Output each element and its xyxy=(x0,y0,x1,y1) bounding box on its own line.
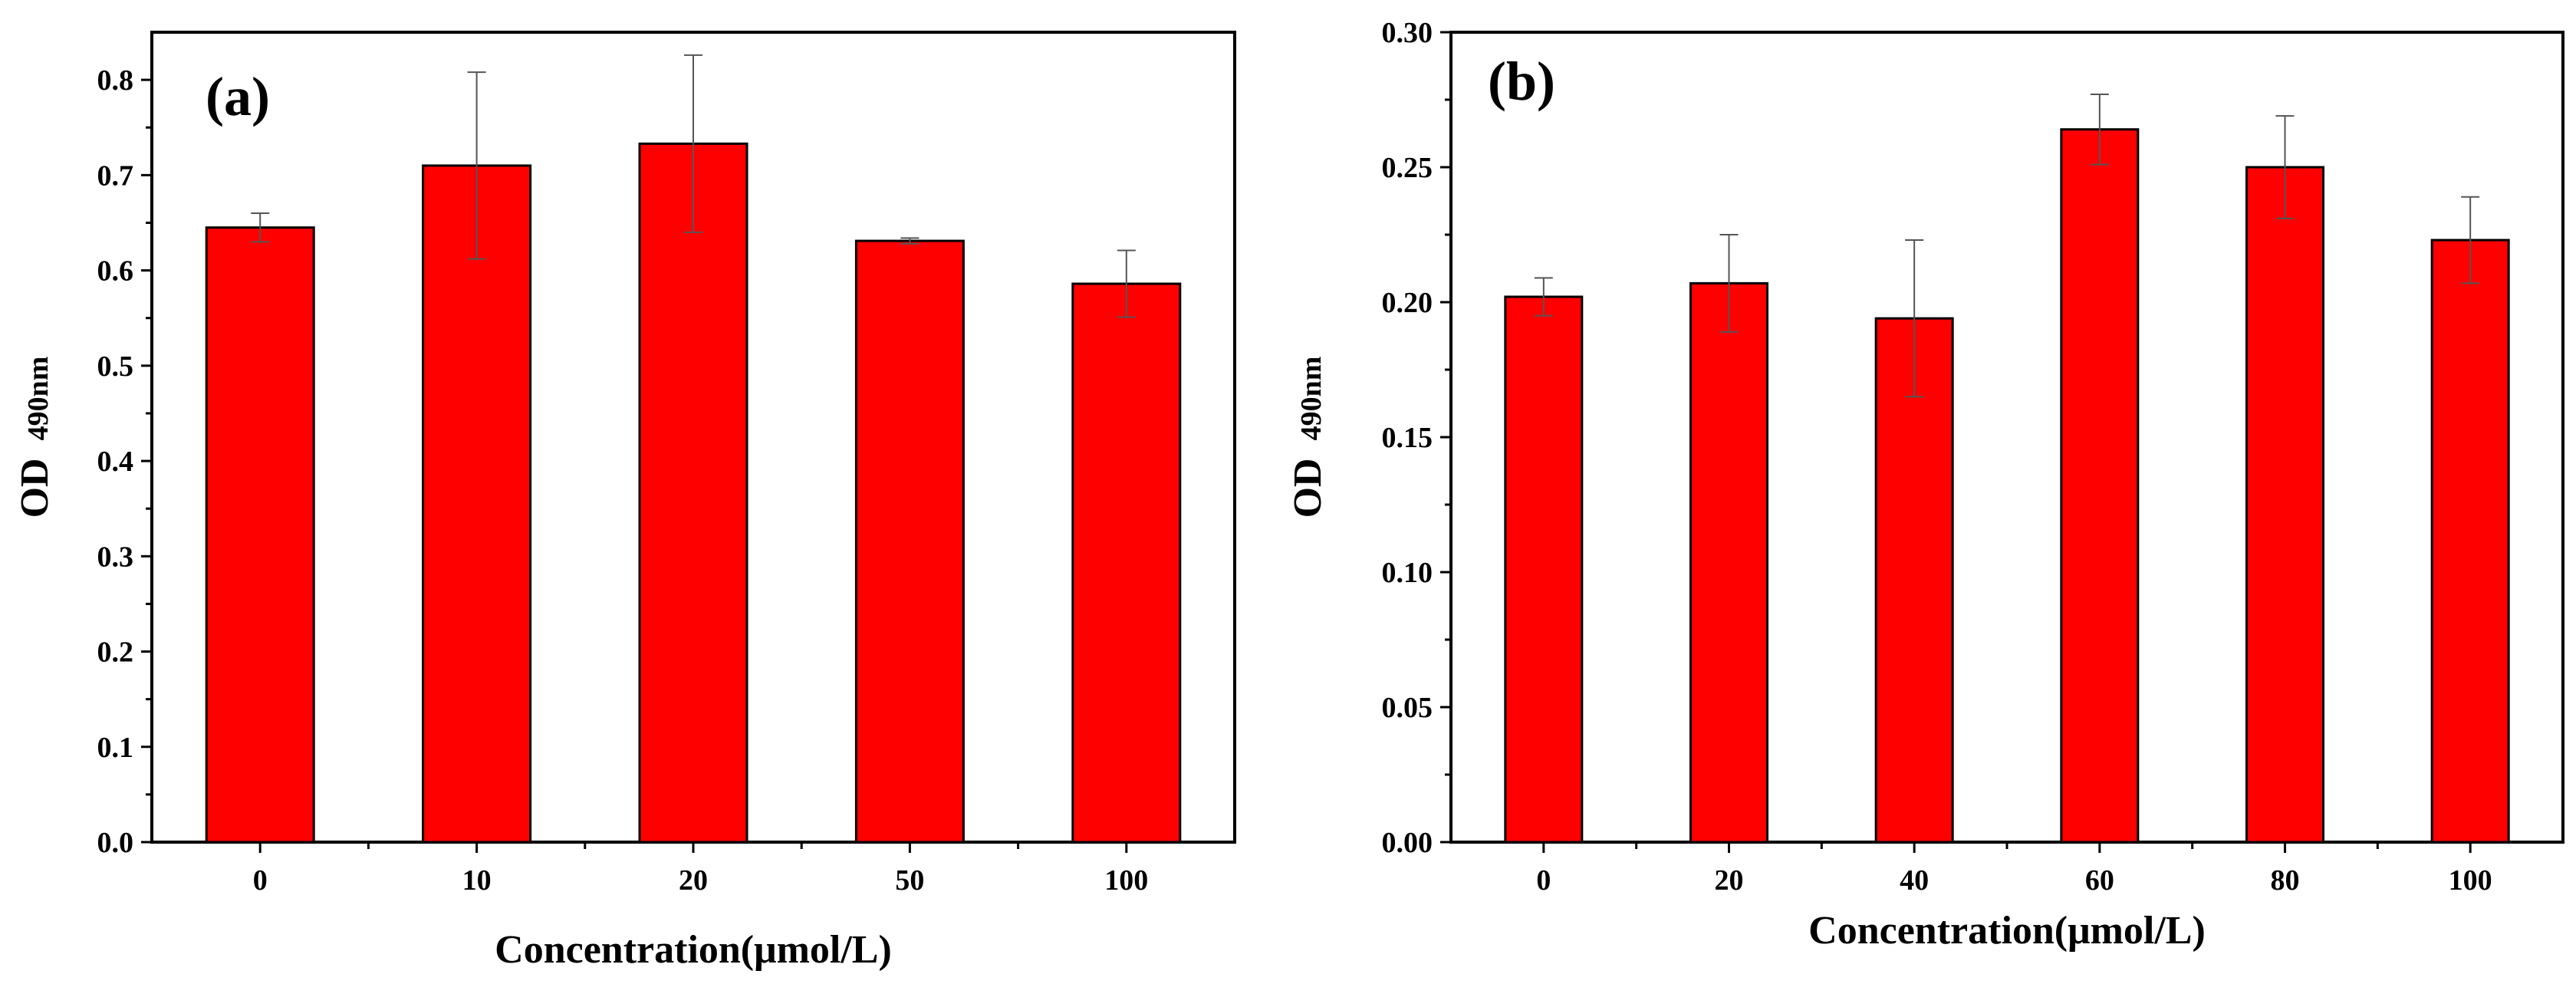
y-tick-label: 0.6 xyxy=(97,255,134,288)
bar-group xyxy=(205,142,1182,844)
y-axis-title-sub: 490nm xyxy=(1295,357,1327,441)
x-tick-label: 0 xyxy=(1536,864,1551,897)
y-tick-label: 0.30 xyxy=(1382,17,1433,49)
y-tick-label: 0.25 xyxy=(1382,152,1433,184)
bar xyxy=(854,239,965,844)
bar xyxy=(1689,281,1768,844)
y-axis-title-main: OD xyxy=(13,458,57,518)
plot-frame xyxy=(1449,31,2564,844)
y-tick-label: 0.4 xyxy=(97,446,134,478)
bar xyxy=(1874,317,1954,844)
x-tick-label: 10 xyxy=(462,864,492,897)
bar xyxy=(422,164,532,844)
y-axis-title-main: OD xyxy=(1286,458,1330,518)
x-tick-label: 60 xyxy=(2085,864,2114,897)
error-bar-group xyxy=(1534,93,2480,398)
bar xyxy=(2060,128,2140,844)
x-tick-label: 100 xyxy=(1104,864,1148,897)
bar xyxy=(2430,239,2510,844)
y-tick-label: 0.00 xyxy=(1382,827,1433,859)
x-tick-label: 40 xyxy=(1900,864,1929,897)
bar xyxy=(1071,282,1182,844)
bar xyxy=(638,142,748,844)
y-tick-label: 0.10 xyxy=(1382,557,1433,589)
x-tick-label: 80 xyxy=(2271,864,2300,897)
panel-label: (b) xyxy=(1488,51,1555,112)
y-tick-label: 0.3 xyxy=(97,541,134,573)
y-tick-label: 0.05 xyxy=(1382,692,1433,724)
x-axis-ticks: 0 20 40 60 80 100 xyxy=(1536,842,2492,897)
x-tick-label: 20 xyxy=(679,864,708,897)
panel-label: (a) xyxy=(206,66,270,127)
y-tick-label: 0.8 xyxy=(97,64,134,97)
error-bar-group xyxy=(251,54,1136,318)
y-tick-label: 0.1 xyxy=(97,732,134,764)
x-tick-label: 0 xyxy=(253,864,268,897)
y-axis-title: OD 490nm xyxy=(1286,357,1330,518)
y-tick-label: 0.15 xyxy=(1382,422,1433,454)
y-axis-ticks: 0.00 0.05 0.10 0.15 0.20 0.25 0.30 xyxy=(1382,17,1451,859)
y-tick-label: 0.2 xyxy=(97,637,134,669)
x-axis-title: Concentration(μmol/L) xyxy=(495,928,892,972)
bar xyxy=(1504,295,1584,844)
x-tick-label: 100 xyxy=(2449,864,2492,897)
y-axis-ticks: 0.0 0.1 0.2 0.3 0.4 0.5 0.6 0.7 0.8 xyxy=(97,64,152,859)
y-tick-label: 0.5 xyxy=(97,350,134,383)
x-axis-ticks: 0 10 20 50 100 xyxy=(253,842,1148,897)
bar xyxy=(205,226,315,844)
x-tick-label: 50 xyxy=(895,864,924,897)
y-axis-title-sub: 490nm xyxy=(22,357,54,441)
bar-group xyxy=(1504,128,2510,844)
y-axis-title: OD 490nm xyxy=(13,357,57,518)
x-tick-label: 20 xyxy=(1715,864,1744,897)
chart-panel-a: 0.0 0.1 0.2 0.3 0.4 0.5 0.6 0.7 0.8 0 10 20 50 100 (… xyxy=(13,31,1236,972)
bar xyxy=(2245,166,2324,844)
x-axis-title: Concentration(μmol/L) xyxy=(1808,909,2206,953)
y-tick-label: 0.7 xyxy=(97,160,134,192)
y-tick-label: 0.20 xyxy=(1382,287,1433,319)
y-tick-label: 0.0 xyxy=(97,827,134,859)
chart-panel-b: 0.00 0.05 0.10 0.15 0.20 0.25 0.30 0 20 40 60 80 10… xyxy=(1286,17,2564,953)
